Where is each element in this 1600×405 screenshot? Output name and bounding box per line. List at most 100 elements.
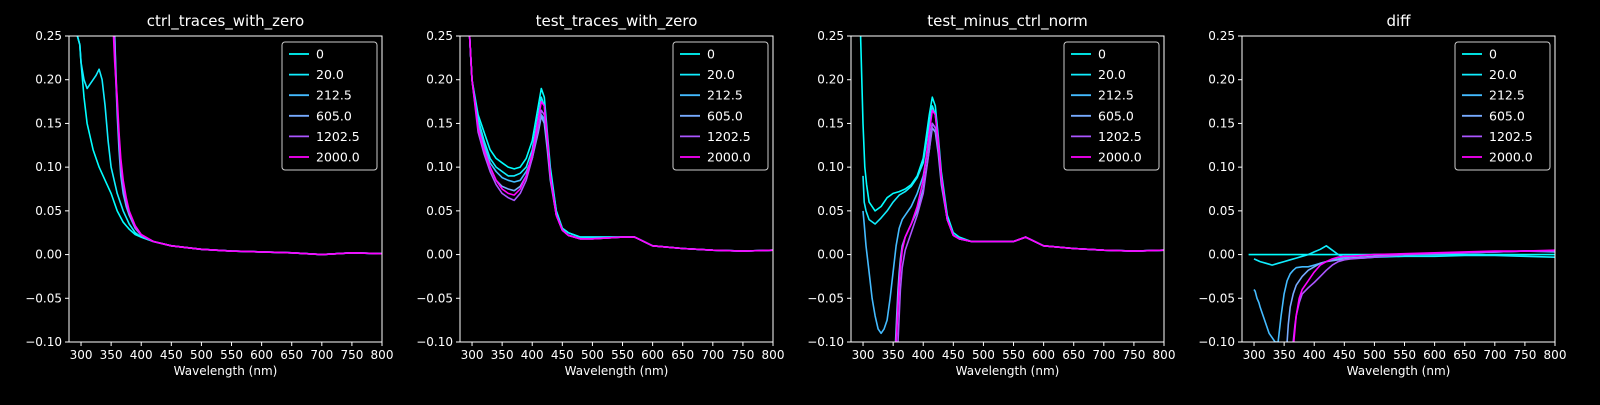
x-tick-label: 300 [852,348,875,362]
x-tick-label: 700 [1092,348,1115,362]
legend-entry-label: 605.0 [1098,108,1134,123]
y-tick-label: 0.10 [35,160,62,174]
series-line-5 [468,36,773,252]
x-tick-label: 700 [701,348,724,362]
legend-entry-label: 0 [1098,47,1106,62]
series-group [1248,245,1555,342]
axes-frame [68,35,383,343]
subplot-title: test_minus_ctrl_norm [927,12,1088,31]
legend-entry-label: 1202.5 [1489,129,1533,144]
x-tick-label: 500 [972,348,995,362]
x-tick-label: 350 [882,348,905,362]
x-tick-label: 600 [1032,348,1055,362]
legend-entry-label: 2000.0 [707,150,751,165]
y-tick-label: −0.10 [1198,335,1235,349]
x-axis-label: Wavelength (nm) [174,364,278,378]
x-tick-label: 300 [70,348,93,362]
subplot-title: diff [1386,12,1411,30]
x-tick-label: 600 [250,348,273,362]
series-group [859,36,1164,342]
y-tick-label: 0.10 [817,160,844,174]
legend-entry-label: 0 [316,47,324,62]
legend-entry-label: 1202.5 [316,129,360,144]
x-tick-label: 400 [521,348,544,362]
x-tick-label: 350 [491,348,514,362]
x-tick-label: 550 [1002,348,1025,362]
x-tick-label: 450 [551,348,574,362]
subplot-1: test_traces_with_zero 300 350 400 450 500 550 6… [416,12,784,378]
x-tick-label: 450 [160,348,183,362]
legend-entry-label: 212.5 [1098,88,1134,103]
x-tick-label: 500 [1363,348,1386,362]
x-tick-label: 400 [912,348,935,362]
x-tick-label: 300 [1243,348,1266,362]
x-tick-label: 350 [100,348,123,362]
legend-entry-label: 20.0 [316,67,344,82]
y-tick-label: 0.15 [817,116,844,130]
legend-entry-label: 605.0 [707,108,743,123]
y-tick-label: 0.20 [817,73,844,87]
subplot-3: diff 300 350 400 450 500 550 600 650 700 750 800 −0.… [1198,12,1566,378]
y-tick-label: 0.00 [1208,248,1235,262]
legend-entry-label: 20.0 [707,67,735,82]
x-tick-label: 800 [1544,348,1567,362]
legend-entry-label: 0 [707,47,715,62]
series-line-5 [1293,249,1555,342]
legend-entry-label: 1202.5 [707,129,751,144]
legend: 0 20.0 212.5 605.0 1202.5 2000.0 [1454,41,1551,171]
y-tick-label: 0.10 [426,160,453,174]
subplot-title: test_traces_with_zero [536,12,698,31]
y-tick-label: 0.00 [426,248,453,262]
y-tick-label: −0.05 [807,291,844,305]
axes-frame [459,35,774,343]
x-tick-label: 550 [220,348,243,362]
legend-entry-label: 605.0 [1489,108,1525,123]
legend-entry-label: 605.0 [316,108,352,123]
y-tick-label: −0.10 [416,335,453,349]
legend: 0 20.0 212.5 605.0 1202.5 2000.0 [281,41,378,171]
y-tick-label: 0.25 [817,29,844,43]
legend: 0 20.0 212.5 605.0 1202.5 2000.0 [1063,41,1160,171]
x-axis-label: Wavelength (nm) [956,364,1060,378]
x-tick-label: 400 [130,348,153,362]
y-tick-label: 0.20 [35,73,62,87]
y-tick-label: 0.10 [1208,160,1235,174]
series-group [76,36,382,256]
y-tick-label: 0.00 [35,248,62,262]
y-tick-label: −0.05 [416,291,453,305]
y-tick-label: 0.25 [35,29,62,43]
x-tick-label: 400 [1303,348,1326,362]
legend: 0 20.0 212.5 605.0 1202.5 2000.0 [672,41,769,171]
legend-entry-label: 2000.0 [316,150,360,165]
x-tick-label: 750 [731,348,754,362]
series-group [468,36,773,252]
x-tick-label: 650 [280,348,303,362]
legend-entry-label: 20.0 [1489,67,1517,82]
series-line-5 [112,36,382,256]
axes-frame [850,35,1165,343]
y-tick-label: 0.05 [817,204,844,218]
x-tick-label: 600 [1423,348,1446,362]
x-tick-label: 500 [581,348,604,362]
subplot-0: ctrl_traces_with_zero 300 350 400 450 500 550 6… [25,12,393,378]
legend-entry-label: 1202.5 [1098,129,1142,144]
x-tick-label: 700 [1483,348,1506,362]
y-tick-label: 0.20 [426,73,453,87]
legend-entry-label: 0 [1489,47,1497,62]
x-tick-label: 450 [1333,348,1356,362]
y-tick-label: 0.05 [35,204,62,218]
y-tick-label: −0.05 [25,291,62,305]
x-tick-label: 750 [340,348,363,362]
y-tick-label: 0.15 [35,116,62,130]
series-line-4 [1292,250,1555,342]
legend-entry-label: 212.5 [1489,88,1525,103]
series-line-5 [895,109,1164,342]
x-tick-label: 600 [641,348,664,362]
y-tick-label: 0.05 [1208,204,1235,218]
x-tick-label: 650 [1453,348,1476,362]
axes-frame [1241,35,1556,343]
y-tick-label: −0.05 [1198,291,1235,305]
x-tick-label: 750 [1513,348,1536,362]
x-tick-label: 350 [1273,348,1296,362]
legend-entry-label: 212.5 [707,88,743,103]
